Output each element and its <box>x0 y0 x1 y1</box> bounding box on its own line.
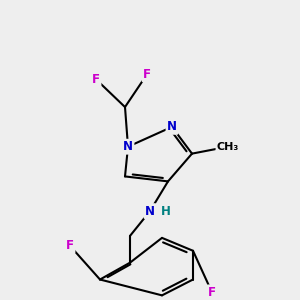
Text: H: H <box>161 205 171 218</box>
Text: CH₃: CH₃ <box>217 142 239 152</box>
Text: N: N <box>145 205 155 218</box>
Text: F: F <box>208 286 216 299</box>
Text: F: F <box>66 239 74 252</box>
Text: N: N <box>167 120 177 134</box>
Text: N: N <box>123 140 133 153</box>
Text: F: F <box>92 73 100 86</box>
Text: F: F <box>143 68 151 81</box>
